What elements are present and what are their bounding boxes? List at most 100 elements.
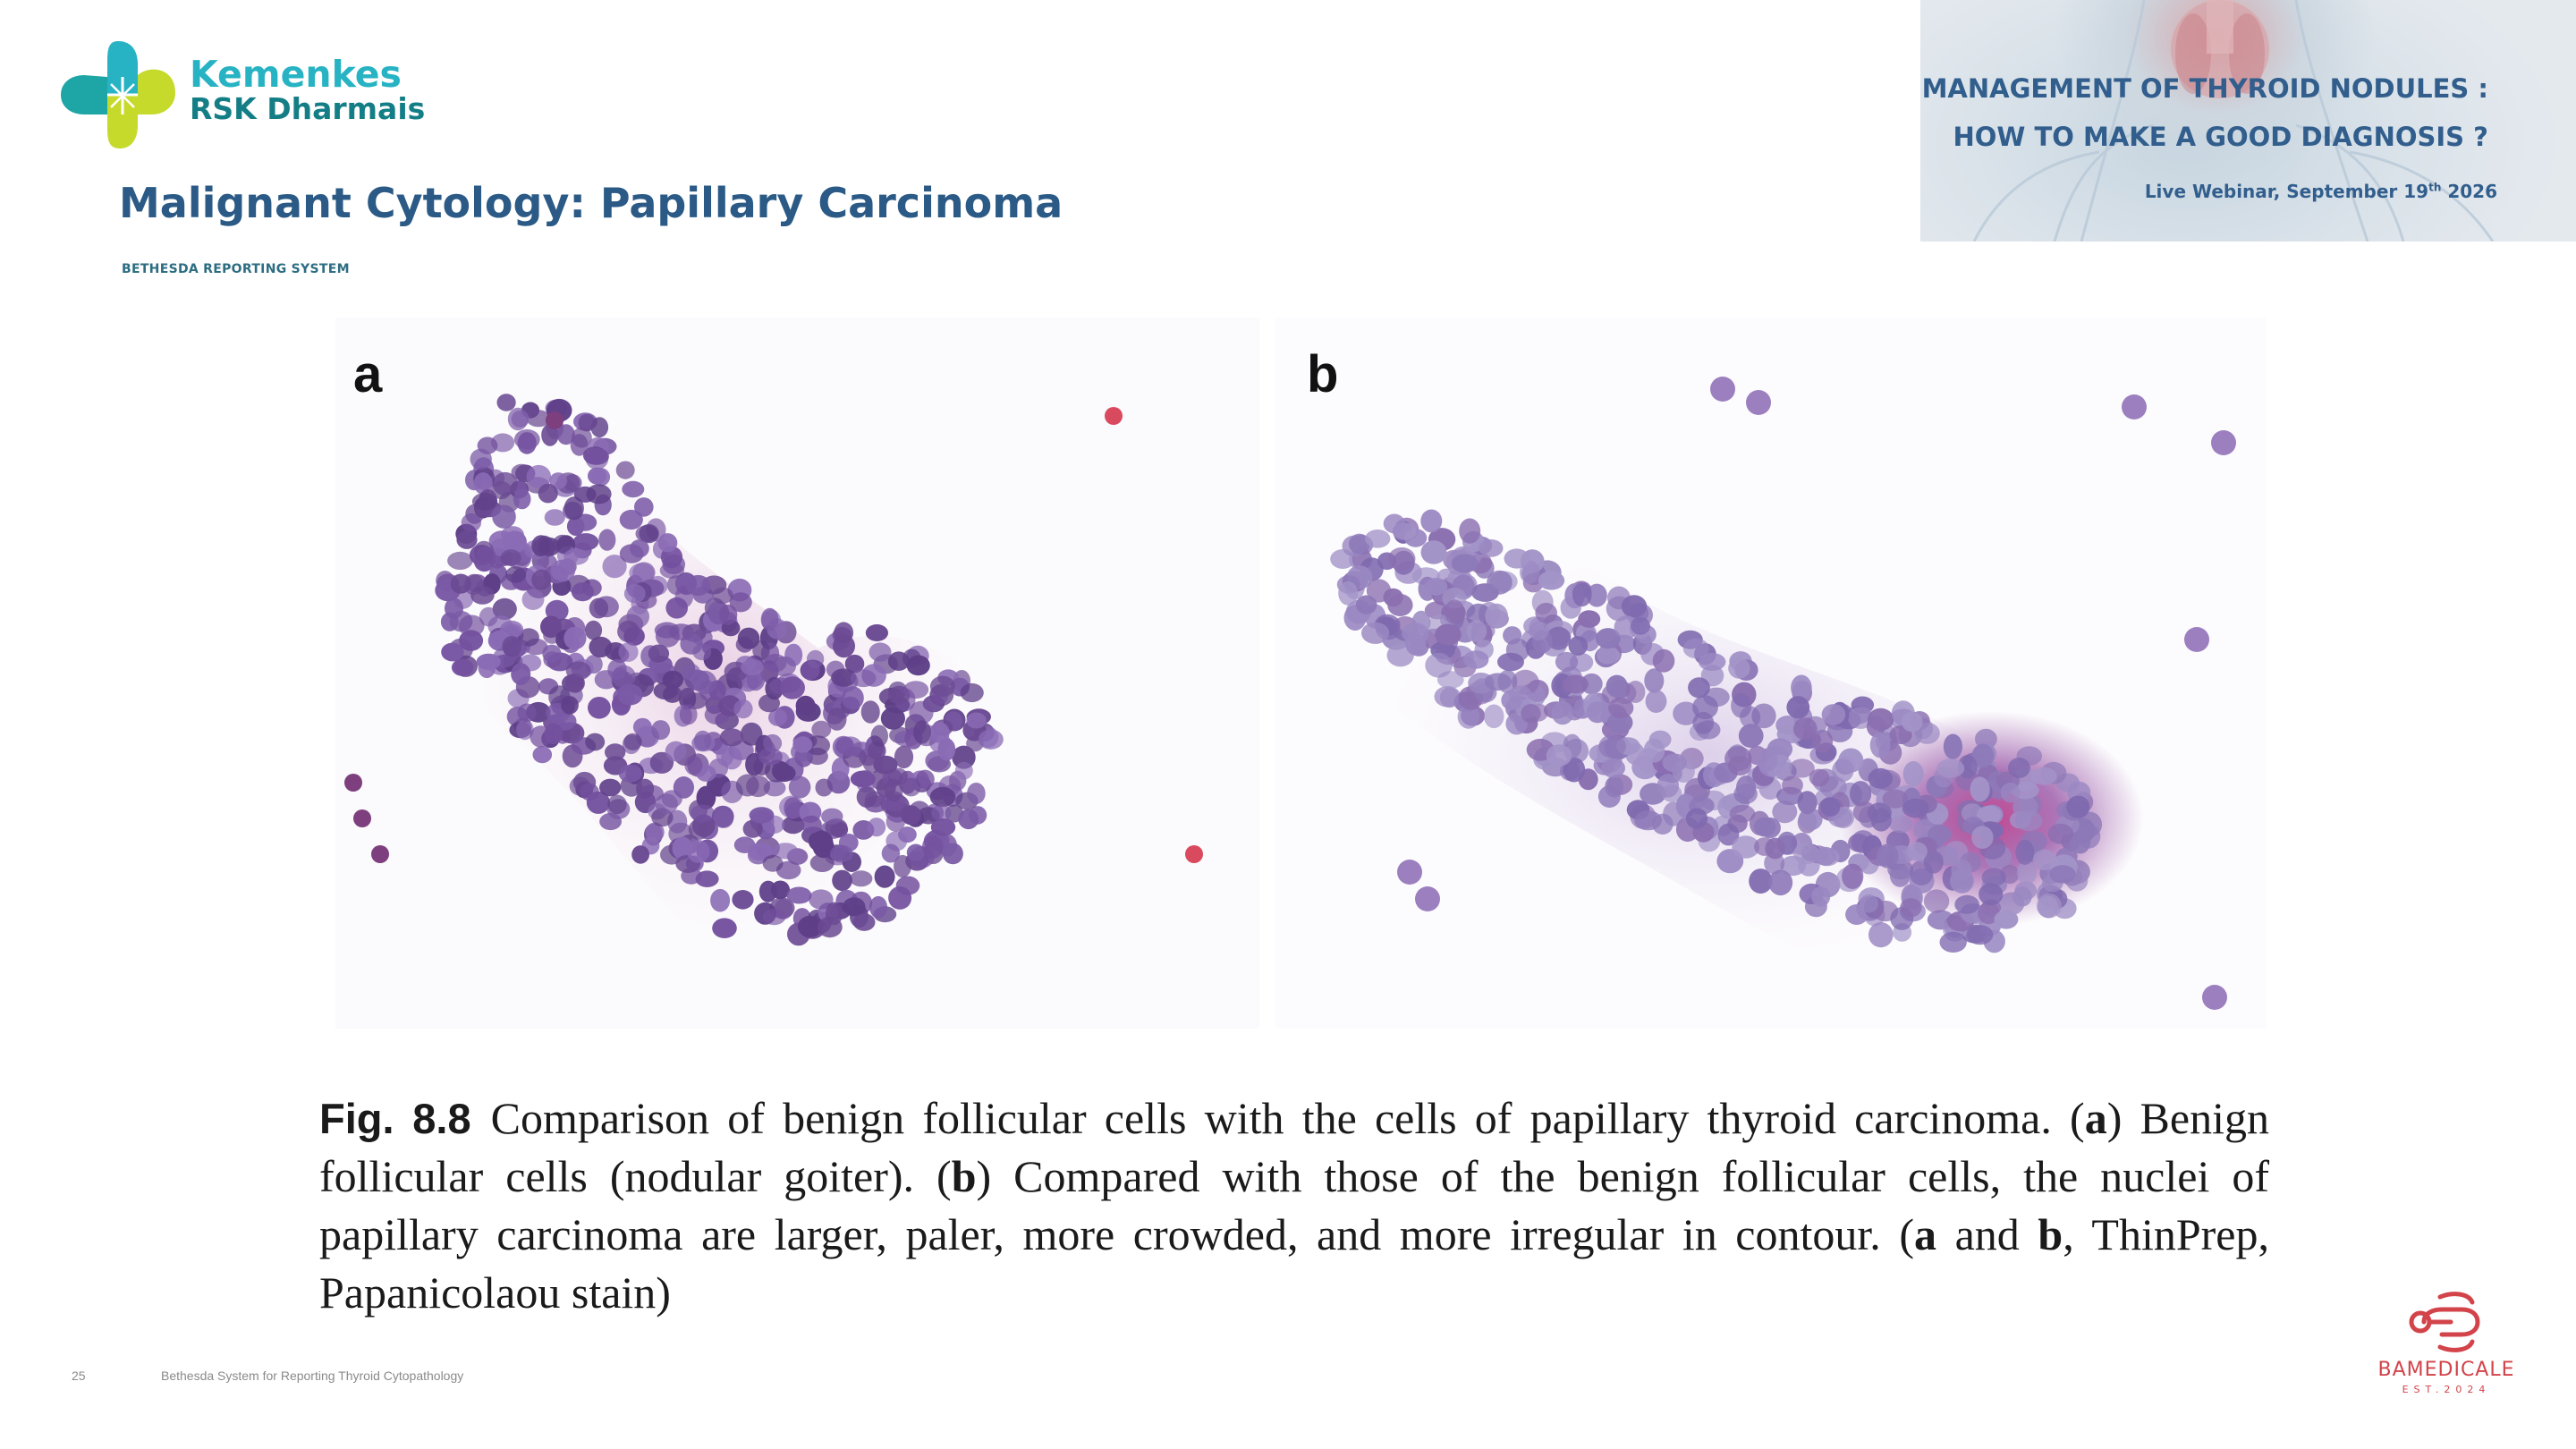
cell-nucleus bbox=[1387, 547, 1416, 571]
cell-nucleus bbox=[915, 769, 935, 789]
cell-nucleus bbox=[719, 728, 744, 747]
cell-nucleus bbox=[618, 764, 642, 783]
panel-label-a: a bbox=[353, 345, 383, 403]
cell-nucleus bbox=[1703, 687, 1730, 708]
cell-nucleus bbox=[1868, 767, 1894, 789]
cell-nucleus bbox=[459, 630, 484, 651]
banner-title-line-1: MANAGEMENT OF THYROID NODULES : bbox=[1921, 73, 2488, 104]
cell-nucleus bbox=[1882, 789, 1908, 809]
cell-nucleus bbox=[1439, 687, 1460, 708]
cell-nucleus bbox=[805, 735, 831, 756]
cell-nucleus bbox=[1977, 805, 2002, 824]
cell-nucleus bbox=[1978, 902, 2000, 925]
cell-nucleus bbox=[718, 604, 738, 625]
cell-nucleus bbox=[1889, 815, 1913, 834]
cell-nucleus bbox=[622, 480, 645, 498]
cell-nucleus bbox=[901, 777, 921, 797]
cell-nucleus bbox=[1484, 673, 1512, 691]
cell-nucleus bbox=[1717, 823, 1740, 846]
cell-nucleus bbox=[1586, 701, 1609, 724]
cell-nucleus bbox=[1621, 595, 1648, 618]
cell-nucleus bbox=[1598, 734, 1626, 758]
cell-nucleus bbox=[1793, 843, 1820, 865]
cell-nucleus bbox=[518, 628, 539, 647]
cell-nucleus bbox=[1487, 570, 1513, 595]
cell-nucleus bbox=[645, 822, 665, 843]
cell-nucleus bbox=[978, 729, 1004, 750]
cytology-image-b bbox=[1275, 318, 2267, 1029]
micrograph-panel-a: a bbox=[335, 318, 1259, 1029]
cell-nucleus bbox=[1420, 540, 1447, 564]
cell-nucleus bbox=[1568, 636, 1589, 656]
cell-nucleus bbox=[602, 555, 627, 579]
cell-nucleus bbox=[589, 597, 609, 619]
cell-nucleus bbox=[874, 865, 895, 888]
cell-nucleus bbox=[1451, 554, 1479, 573]
cell-nucleus bbox=[1457, 705, 1480, 729]
banner-date-prefix: Live Webinar, September 19 bbox=[2144, 181, 2429, 202]
cell-nucleus bbox=[773, 843, 799, 860]
cell-nucleus bbox=[909, 700, 934, 724]
cell-nucleus bbox=[762, 908, 786, 926]
cell-nucleus bbox=[881, 843, 901, 863]
cell-nucleus bbox=[561, 696, 579, 715]
cell-nucleus bbox=[867, 818, 886, 837]
cell-nucleus bbox=[684, 755, 703, 775]
cell-nucleus bbox=[1497, 652, 1524, 672]
cell-nucleus bbox=[531, 535, 551, 557]
cell-nucleus bbox=[1768, 869, 1793, 896]
cell-nucleus bbox=[492, 504, 516, 529]
cell-nucleus bbox=[585, 733, 606, 751]
cell-nucleus bbox=[516, 719, 534, 741]
cell-nucleus bbox=[2016, 860, 2038, 886]
cell-nucleus bbox=[825, 902, 843, 926]
cell-nucleus bbox=[526, 464, 552, 488]
caption-text-3: ) Compared with those of the benign foll… bbox=[319, 1151, 2269, 1259]
cell-nucleus bbox=[505, 566, 527, 583]
cell-nucleus bbox=[873, 755, 898, 775]
webinar-banner: MANAGEMENT OF THYROID NODULES : HOW TO M… bbox=[1920, 0, 2576, 242]
cell-nucleus bbox=[571, 582, 594, 602]
cell-nucleus bbox=[1943, 733, 1962, 759]
cell-nucleus bbox=[1791, 674, 1812, 701]
cell-nucleus bbox=[829, 844, 853, 863]
logo-line-2: RSK Dharmais bbox=[190, 91, 426, 127]
cell-nucleus bbox=[1902, 761, 1924, 787]
bamedicale-logo: BAMEDICALE EST.2024 bbox=[2361, 1288, 2531, 1395]
cell-nucleus bbox=[2000, 782, 2021, 803]
cell-nucleus bbox=[788, 775, 811, 799]
cell-nucleus bbox=[605, 743, 626, 761]
cell-nucleus bbox=[440, 612, 459, 631]
cell-nucleus bbox=[895, 876, 920, 895]
cell-nucleus bbox=[564, 626, 587, 650]
cell-nucleus bbox=[960, 682, 984, 703]
cell-nucleus bbox=[1786, 696, 1810, 719]
cell-nucleus bbox=[758, 748, 783, 766]
cell-nucleus bbox=[2030, 767, 2057, 785]
cell-nucleus bbox=[1979, 883, 2004, 906]
cell-nucleus bbox=[470, 448, 492, 470]
figure-label: Fig. 8.8 bbox=[319, 1095, 471, 1142]
slide-title: Malignant Cytology: Papillary Carcinoma bbox=[119, 179, 1063, 227]
cell-nucleus bbox=[441, 642, 464, 662]
cell-nucleus bbox=[662, 670, 683, 690]
cell-nucleus bbox=[630, 539, 649, 558]
cell-nucleus bbox=[470, 586, 495, 605]
cell-nucleus bbox=[1625, 681, 1646, 703]
cell-nucleus bbox=[1505, 712, 1528, 735]
cell-nucleus bbox=[629, 563, 655, 583]
cell-nucleus bbox=[583, 447, 609, 465]
cell-nucleus bbox=[507, 407, 529, 431]
cell-nucleus bbox=[894, 745, 914, 769]
cell-nucleus bbox=[792, 736, 813, 753]
cell-nucleus bbox=[1551, 701, 1574, 725]
cell-nucleus bbox=[763, 733, 783, 752]
cell-nucleus bbox=[692, 670, 717, 695]
cell-nucleus bbox=[1538, 571, 1565, 590]
cell-nucleus bbox=[1877, 843, 1899, 869]
cell-nucleus bbox=[1586, 583, 1607, 607]
cell-nucleus bbox=[655, 793, 678, 815]
cell-nucleus bbox=[2012, 886, 2032, 907]
cell-nucleus bbox=[1555, 651, 1579, 672]
cell-nucleus bbox=[1657, 774, 1680, 798]
